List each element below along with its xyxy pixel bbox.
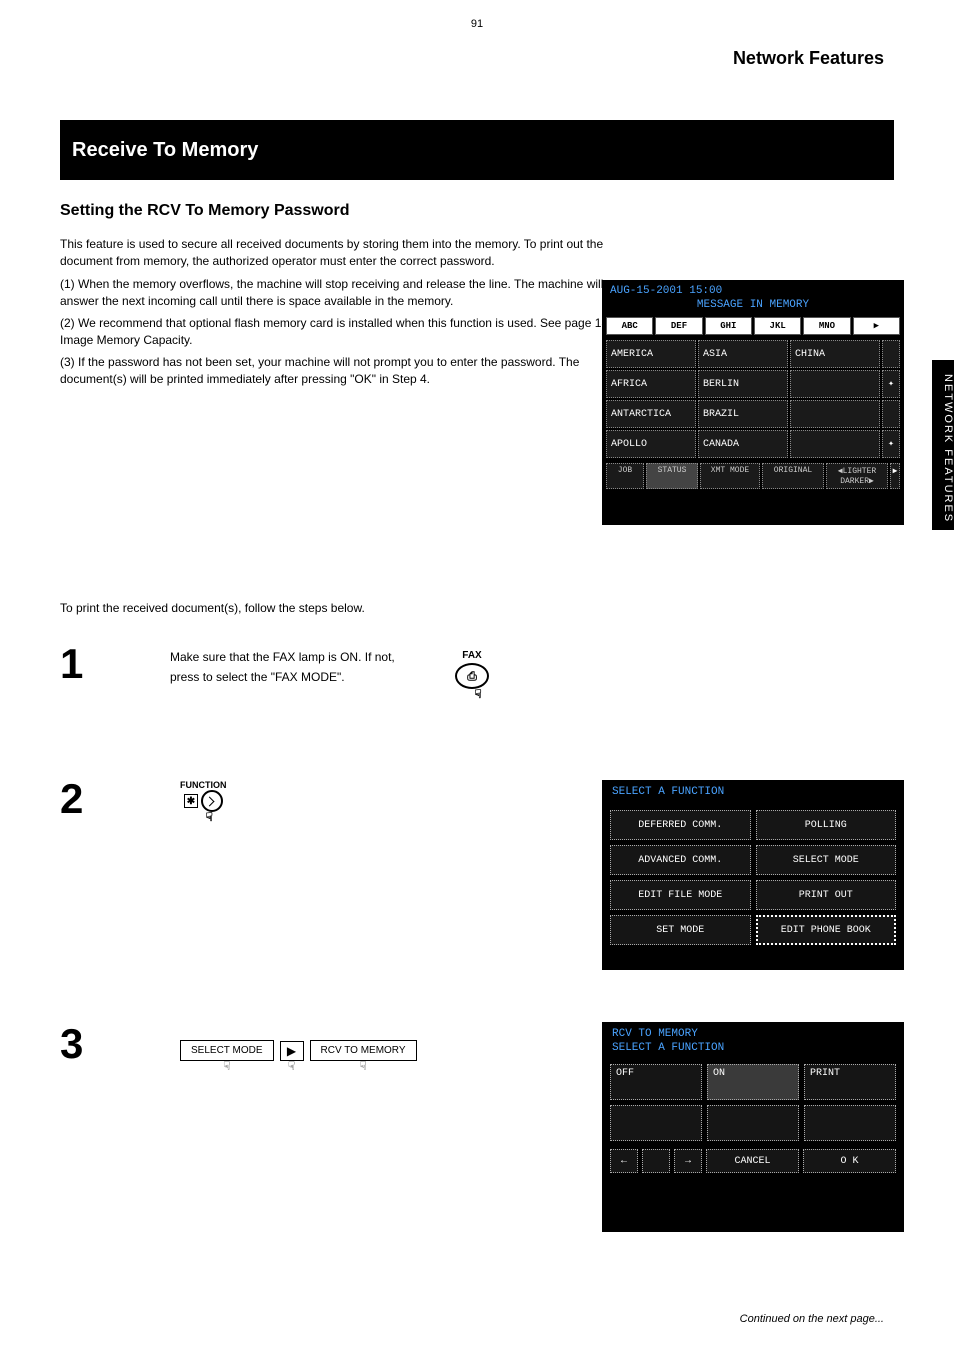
lcd-tab-def[interactable]: DEF	[655, 317, 702, 335]
lcd-cell[interactable]: BRAZIL	[698, 400, 788, 428]
press-hand-icon: ☟	[180, 1059, 274, 1073]
step-number: 2	[60, 775, 120, 823]
nav-left-icon[interactable]: ←	[610, 1149, 638, 1173]
softkey-select-mode-wrap: SELECT MODE ☟	[180, 1040, 274, 1073]
notes-list: (1) When the memory overflows, the machi…	[60, 276, 644, 392]
lcd3-footer: ← → CANCEL O K	[602, 1145, 904, 1181]
menu-item-polling[interactable]: POLLING	[756, 810, 897, 840]
function-ring-icon[interactable]	[201, 790, 223, 812]
lcd-screen-function-menu: SELECT A FUNCTION DEFERRED COMM. POLLING…	[602, 780, 904, 970]
lcd-subheader: MESSAGE IN MEMORY	[602, 299, 904, 315]
cancel-button[interactable]: CANCEL	[706, 1149, 799, 1173]
lcd-foot-next-icon[interactable]: ▶	[890, 463, 900, 489]
lcd-foot-xmtmode[interactable]: XMT MODE	[700, 463, 760, 489]
option-empty	[707, 1105, 799, 1141]
press-hand-icon: ☟	[467, 687, 489, 701]
softkey-arrow-wrap: ▶ ☟	[280, 1041, 304, 1073]
lcd-cell[interactable]: APOLLO	[606, 430, 696, 458]
sidebar-tab: NETWORK FEATURES	[932, 360, 954, 530]
lcd-tab-abc[interactable]: ABC	[606, 317, 653, 335]
lcd-cell[interactable]: ANTARCTICA	[606, 400, 696, 428]
softkey-sequence: SELECT MODE ☟ ▶ ☟ RCV TO MEMORY ☟	[180, 1040, 417, 1073]
section-heading: Network Features	[733, 48, 884, 69]
menu-item-deferred-comm[interactable]: DEFERRED COMM.	[610, 810, 751, 840]
lcd-cell[interactable]: AMERICA	[606, 340, 696, 368]
arrow-right-button[interactable]: ▶	[280, 1041, 304, 1061]
lcd-timestamp: AUG-15-2001 15:00	[602, 280, 904, 299]
lcd-foot-contrast[interactable]: ◀LIGHTER DARKER▶	[826, 463, 888, 489]
lcd-screen-memory: AUG-15-2001 15:00 MESSAGE IN MEMORY ABC …	[602, 280, 904, 525]
function-button-illustration: FUNCTION ✱ ☟	[180, 780, 227, 824]
continued-footer: Continued on the next page...	[740, 1313, 884, 1325]
softkey-rcv-to-memory[interactable]: RCV TO MEMORY	[310, 1040, 417, 1061]
lcd-scroll-up-icon[interactable]: ✦	[882, 370, 900, 398]
lcd-tab-next-icon[interactable]: ▶	[853, 317, 900, 335]
menu-item-set-mode[interactable]: SET MODE	[610, 915, 751, 945]
lcd-cell[interactable]	[790, 430, 880, 458]
ok-button[interactable]: O K	[803, 1149, 896, 1173]
lcd3-grid: OFF ON PRINT	[602, 1060, 904, 1145]
menu-item-advanced-comm[interactable]: ADVANCED COMM.	[610, 845, 751, 875]
print-instruction: To print the received document(s), follo…	[60, 600, 644, 617]
press-hand-icon: ☟	[310, 1059, 417, 1073]
press-hand-icon: ☟	[280, 1059, 304, 1073]
function-label: FUNCTION	[180, 780, 227, 790]
star-key-icon[interactable]: ✱	[184, 794, 198, 808]
lcd-scroll-down-icon[interactable]: ✦	[882, 430, 900, 458]
nav-spacer	[642, 1149, 670, 1173]
lcd-scroll-cell[interactable]	[882, 340, 900, 368]
lcd-foot-original[interactable]: ORIGINAL	[762, 463, 824, 489]
lcd-cell[interactable]	[790, 370, 880, 398]
option-empty	[804, 1105, 896, 1141]
lcd3-header: RCV TO MEMORY	[602, 1022, 904, 1042]
lcd-footer: JOB STATUS XMT MODE ORIGINAL ◀LIGHTER DA…	[602, 461, 904, 493]
lcd-tab-jkl[interactable]: JKL	[754, 317, 801, 335]
menu-item-select-mode[interactable]: SELECT MODE	[756, 845, 897, 875]
lcd3-subheader: SELECT A FUNCTION	[602, 1042, 904, 1060]
press-hand-icon: ☟	[192, 810, 227, 824]
menu-item-edit-file-mode[interactable]: EDIT FILE MODE	[610, 880, 751, 910]
step-1-line2-prefix: press	[170, 670, 203, 684]
lcd-grid: AMERICA ASIA CHINA AFRICA BERLIN ✦ ANTAR…	[602, 337, 904, 461]
option-print[interactable]: PRINT	[804, 1064, 896, 1100]
note-item-1: (1) When the memory overflows, the machi…	[60, 276, 644, 311]
lcd-screen-rcv-memory: RCV TO MEMORY SELECT A FUNCTION OFF ON P…	[602, 1022, 904, 1232]
lcd-foot-job[interactable]: JOB	[606, 463, 644, 489]
lcd-cell[interactable]: BERLIN	[698, 370, 788, 398]
fax-label: FAX	[455, 650, 489, 661]
note-item-3: (3) If the password has not been set, yo…	[60, 354, 644, 389]
lcd-cell[interactable]	[790, 400, 880, 428]
lcd-foot-status[interactable]: STATUS	[646, 463, 698, 489]
lcd2-grid: DEFERRED COMM. POLLING ADVANCED COMM. SE…	[602, 806, 904, 953]
step-number: 1	[60, 640, 120, 688]
page-number: 91	[471, 18, 483, 30]
menu-item-edit-phone-book[interactable]: EDIT PHONE BOOK	[756, 915, 897, 945]
note-item-2: (2) We recommend that optional flash mem…	[60, 315, 644, 350]
lcd-tab-ghi[interactable]: GHI	[705, 317, 752, 335]
intro-paragraph: This feature is used to secure all recei…	[60, 236, 644, 271]
lcd-cell[interactable]: AFRICA	[606, 370, 696, 398]
lcd-scroll-cell[interactable]	[882, 400, 900, 428]
subtitle: Setting the RCV To Memory Password	[60, 202, 350, 220]
lcd-cell[interactable]: CANADA	[698, 430, 788, 458]
step-1-line2-suffix: to select the "FAX MODE".	[203, 670, 345, 684]
header-bar: Receive To Memory	[60, 120, 894, 180]
nav-right-icon[interactable]: →	[674, 1149, 702, 1173]
lcd2-header: SELECT A FUNCTION	[602, 780, 904, 806]
fax-ring-icon[interactable]: ⎙	[455, 663, 489, 689]
softkey-rcv-memory-wrap: RCV TO MEMORY ☟	[310, 1040, 417, 1073]
fax-button-illustration: FAX ⎙ ☟	[455, 650, 489, 701]
lcd-cell[interactable]: CHINA	[790, 340, 880, 368]
step-number: 3	[60, 1020, 120, 1068]
option-empty	[610, 1105, 702, 1141]
softkey-select-mode[interactable]: SELECT MODE	[180, 1040, 274, 1061]
menu-item-print-out[interactable]: PRINT OUT	[756, 880, 897, 910]
option-on[interactable]: ON	[707, 1064, 799, 1100]
option-off[interactable]: OFF	[610, 1064, 702, 1100]
lcd-cell[interactable]: ASIA	[698, 340, 788, 368]
lcd-tab-row: ABC DEF GHI JKL MNO ▶	[602, 315, 904, 337]
lcd-tab-mno[interactable]: MNO	[803, 317, 850, 335]
